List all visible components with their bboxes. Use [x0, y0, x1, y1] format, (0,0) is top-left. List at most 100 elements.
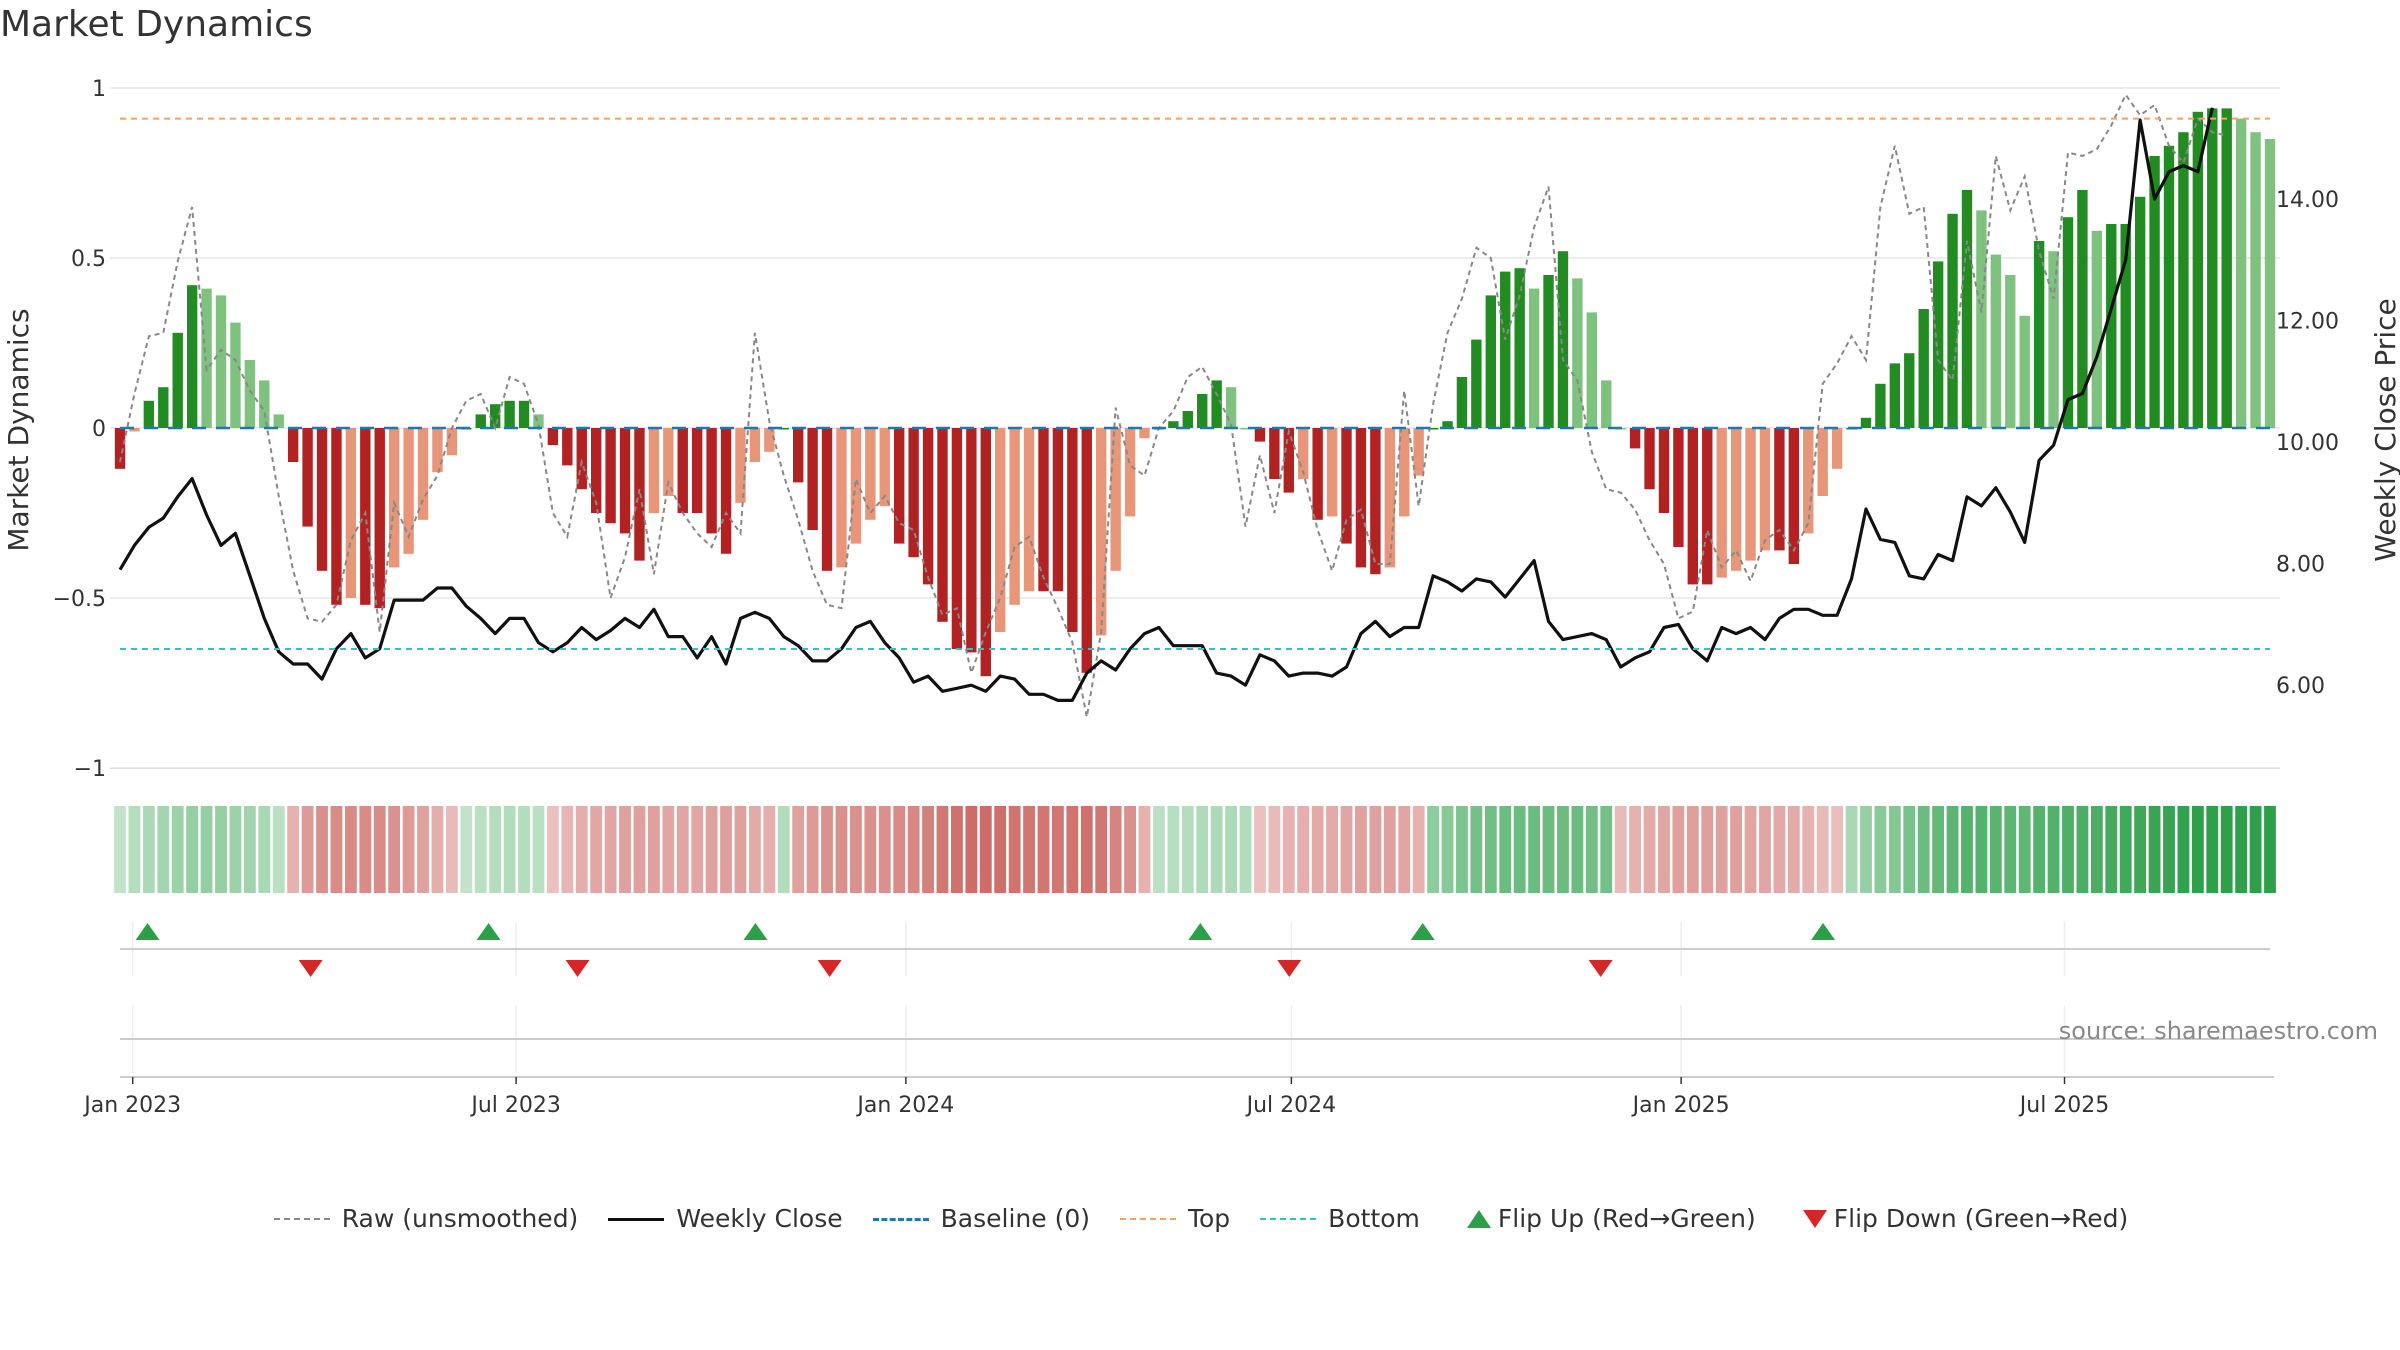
dynamics-bar: [1139, 428, 1150, 439]
strip-cell: [835, 806, 848, 893]
strip-cell: [1816, 806, 1829, 893]
raw-line: [119, 92, 2227, 718]
strip-cell: [301, 806, 314, 893]
dynamics-bar: [605, 428, 616, 524]
dynamics-bar: [980, 428, 991, 677]
dynamics-bar: [894, 428, 905, 544]
strip-cell: [1383, 806, 1396, 893]
strip-cell: [994, 806, 1007, 893]
dynamics-bar: [114, 428, 126, 469]
dynamics-bar: [1918, 309, 1929, 428]
dynamics-bar: [2221, 108, 2232, 429]
flip-up-marker: [1188, 923, 1213, 940]
strip-cell: [2191, 806, 2204, 893]
dynamics-bar: [2077, 190, 2088, 428]
dynamics-bar: [2120, 224, 2131, 428]
strip-cell: [1888, 806, 1901, 893]
strip-cell: [1239, 806, 1252, 893]
dynamics-bar: [1788, 428, 1800, 564]
strip-cell: [2076, 806, 2089, 893]
legend-item-raw: Raw (unsmoothed): [272, 1204, 579, 1233]
strip-cell: [243, 806, 256, 893]
strip-cell: [1412, 806, 1425, 893]
strip-cell: [1759, 806, 1771, 893]
dynamics-bar: [1759, 428, 1771, 551]
dynamics-bar: [201, 288, 212, 428]
strip-cell: [186, 806, 199, 893]
strip-cell: [2062, 806, 2074, 893]
dynamics-bar: [1644, 428, 1655, 490]
dynamics-bar: [807, 428, 818, 530]
strip-cell: [417, 806, 429, 893]
strip-cell: [633, 806, 646, 893]
strip-cell: [2249, 806, 2262, 893]
y2-tick-label: 12.00: [2276, 310, 2339, 335]
dynamics-bar: [2062, 217, 2074, 428]
dynamics-bar: [1514, 268, 1525, 428]
dynamics-bar: [2091, 230, 2103, 428]
dynamics-bar: [1124, 428, 1136, 517]
legend-item-baseline: Baseline (0): [871, 1204, 1090, 1233]
dynamics-bar: [172, 332, 183, 428]
dynamics-bar: [1225, 387, 1237, 428]
dynamics-bar: [1023, 428, 1035, 592]
dynamics-bar: [1716, 428, 1727, 578]
strip-cell: [1614, 806, 1627, 893]
strip-cell: [1946, 806, 1959, 893]
strip-cell: [402, 806, 415, 893]
strip-cell: [893, 806, 906, 893]
strip-cell: [1917, 806, 1930, 893]
y-tick-label: 0: [92, 417, 106, 442]
strip-cell: [2090, 806, 2103, 893]
strip-cell: [1672, 806, 1685, 893]
regime-strip: [114, 806, 2276, 893]
dynamics-bar: [2250, 132, 2261, 428]
dynamics-bar: [1326, 428, 1338, 517]
y2-tick-label: 6.00: [2276, 674, 2325, 699]
dynamics-bar: [2149, 156, 2160, 428]
dynamics-bar: [1601, 380, 1612, 428]
dynamics-bar: [1427, 428, 1439, 430]
strip-cell: [2220, 806, 2233, 893]
strip-cell: [2134, 806, 2147, 893]
strip-cell: [431, 806, 444, 893]
dynamics-bar: [2134, 196, 2146, 428]
dynamics-bar: [1081, 428, 1092, 673]
dynamics-bar: [1485, 295, 1496, 428]
dynamics-bar: [259, 380, 270, 428]
dynamics-bar: [1399, 428, 1410, 517]
dynamics-bar: [677, 428, 688, 513]
flip-up-marker: [1811, 923, 1836, 940]
dynamics-bar: [749, 428, 761, 462]
flip-down-marker: [1277, 960, 1302, 977]
y2-tick-label: 14.00: [2276, 188, 2339, 213]
strip-cell: [359, 806, 372, 893]
dynamics-bar: [648, 428, 660, 513]
x-axis-ticks: Jan 2023 Jul 2023 Jan 2024 Jul 2024 Jan 2025…: [82, 1077, 2109, 1118]
strip-cell: [2047, 806, 2060, 893]
dynamics-bar: [1831, 428, 1843, 469]
strip-cell: [2163, 806, 2175, 893]
strip-cell: [1326, 806, 1338, 893]
strip-cell: [1095, 806, 1108, 893]
dynamics-bar: [504, 400, 515, 428]
strip-cell: [114, 806, 126, 893]
flip-down-marker: [817, 960, 842, 977]
dynamics-bar: [966, 428, 977, 653]
source-text: source: sharemaestro.com: [2059, 1017, 2378, 1045]
close-line: [118, 107, 2214, 702]
dynamics-bar: [1629, 428, 1641, 449]
strip-cell: [777, 806, 790, 893]
right-axis-ticks: 14.00 12.00 10.00 8.00 6.00: [2276, 188, 2339, 699]
strip-cell: [503, 806, 516, 893]
strip-cell: [590, 806, 603, 893]
strip-cell: [2004, 806, 2017, 893]
dynamics-bar: [1947, 213, 1958, 428]
legend-label: Raw (unsmoothed): [341, 1204, 579, 1233]
strip-cell: [1225, 806, 1237, 893]
strip-cell: [1975, 806, 1988, 893]
strip-cell: [734, 806, 747, 893]
strip-cell: [1730, 806, 1743, 893]
dynamics-bar: [1211, 380, 1222, 428]
strip-cell: [1023, 806, 1035, 893]
